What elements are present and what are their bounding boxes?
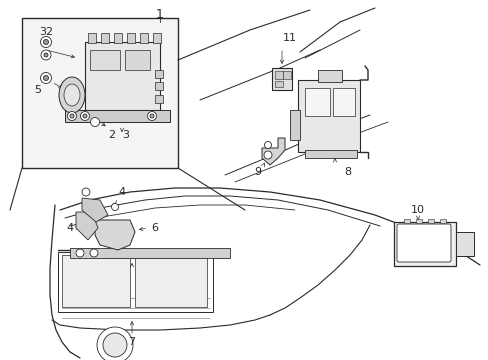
Circle shape xyxy=(43,40,48,45)
Bar xyxy=(85,42,160,110)
Bar xyxy=(114,33,122,43)
Bar xyxy=(274,81,283,87)
Bar xyxy=(289,110,299,140)
Bar xyxy=(90,50,120,70)
Circle shape xyxy=(67,112,76,121)
Bar xyxy=(403,219,409,223)
Text: 4: 4 xyxy=(118,187,125,197)
Bar xyxy=(70,248,229,258)
Circle shape xyxy=(147,112,156,121)
Text: 2: 2 xyxy=(108,130,115,140)
Text: 4: 4 xyxy=(66,223,73,233)
Polygon shape xyxy=(76,212,98,240)
Circle shape xyxy=(41,50,51,60)
Polygon shape xyxy=(262,138,285,165)
Bar xyxy=(135,255,206,307)
Bar xyxy=(393,222,455,266)
Text: 3: 3 xyxy=(122,130,129,140)
Circle shape xyxy=(41,36,51,48)
Bar xyxy=(439,219,445,223)
Bar xyxy=(127,33,135,43)
Circle shape xyxy=(90,249,98,257)
Circle shape xyxy=(41,72,51,84)
Circle shape xyxy=(90,117,99,126)
Bar xyxy=(332,88,354,116)
Bar xyxy=(155,70,163,78)
Text: 6: 6 xyxy=(151,223,158,233)
Circle shape xyxy=(44,53,48,57)
Text: 11: 11 xyxy=(283,33,296,43)
Bar xyxy=(455,232,473,256)
Bar xyxy=(65,110,170,122)
Circle shape xyxy=(81,112,89,121)
Ellipse shape xyxy=(64,84,80,106)
Circle shape xyxy=(43,76,48,81)
Circle shape xyxy=(97,327,133,360)
Circle shape xyxy=(76,249,84,257)
Bar xyxy=(62,255,130,307)
Bar xyxy=(125,50,150,70)
Bar xyxy=(427,219,433,223)
Polygon shape xyxy=(95,220,135,250)
Bar xyxy=(305,150,356,158)
Ellipse shape xyxy=(59,77,85,113)
Bar xyxy=(22,18,178,168)
Text: 7: 7 xyxy=(128,337,135,347)
Bar xyxy=(274,71,283,79)
Bar xyxy=(88,33,96,43)
Circle shape xyxy=(264,151,271,159)
Text: 32: 32 xyxy=(39,27,53,37)
Circle shape xyxy=(264,141,271,149)
Bar xyxy=(155,82,163,90)
Circle shape xyxy=(70,114,74,118)
Circle shape xyxy=(82,188,90,196)
FancyBboxPatch shape xyxy=(396,224,450,262)
Circle shape xyxy=(150,114,154,118)
Bar xyxy=(140,33,148,43)
Circle shape xyxy=(111,203,118,211)
Text: 1: 1 xyxy=(156,8,163,21)
Text: 5: 5 xyxy=(35,85,41,95)
Polygon shape xyxy=(82,198,108,222)
Bar xyxy=(153,33,161,43)
Text: 9: 9 xyxy=(254,167,261,177)
Bar xyxy=(305,88,329,116)
Circle shape xyxy=(83,114,87,118)
Text: 10: 10 xyxy=(410,205,424,215)
Text: 8: 8 xyxy=(344,167,351,177)
Bar xyxy=(415,219,421,223)
Bar xyxy=(317,70,341,82)
Bar xyxy=(101,33,109,43)
Bar xyxy=(155,95,163,103)
Bar xyxy=(283,71,290,79)
Circle shape xyxy=(103,333,127,357)
Bar xyxy=(271,68,291,90)
Bar xyxy=(297,80,359,152)
Bar xyxy=(58,252,213,312)
